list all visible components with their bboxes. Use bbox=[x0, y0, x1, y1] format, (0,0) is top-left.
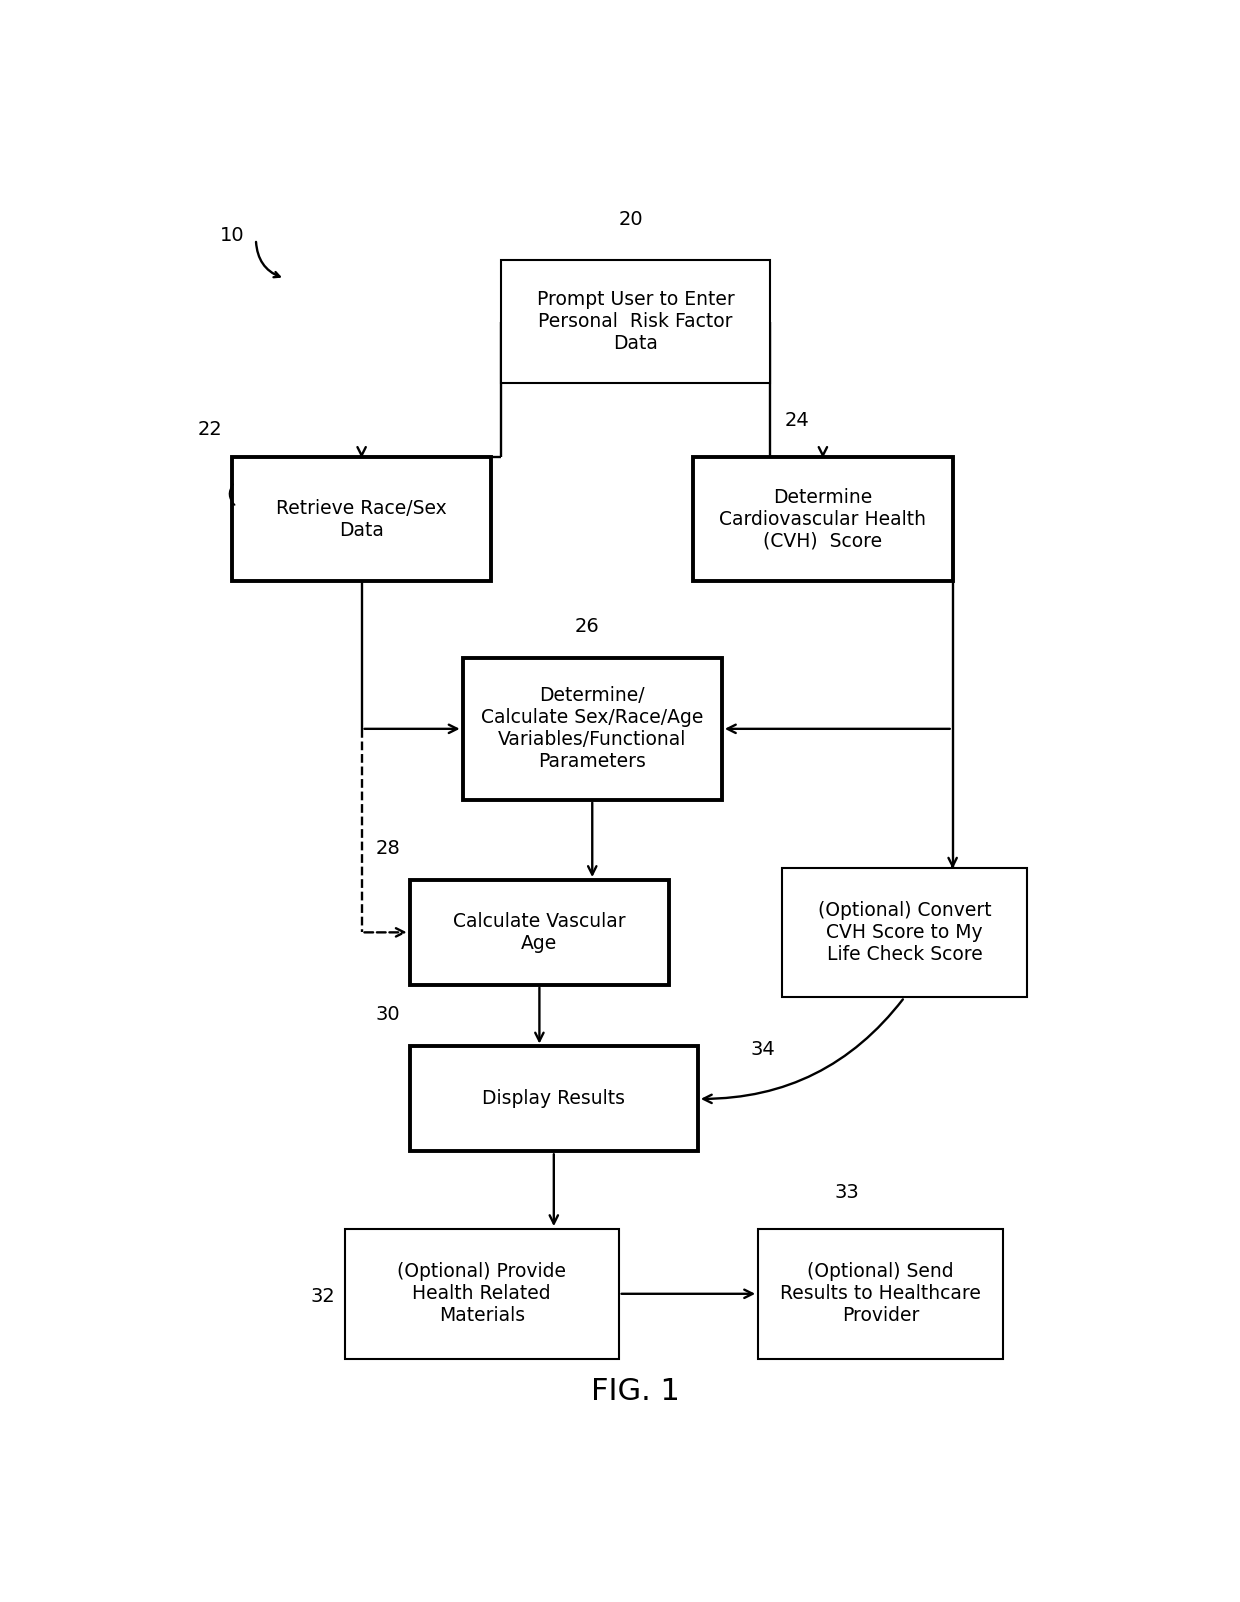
Text: 34: 34 bbox=[751, 1040, 775, 1059]
Text: 28: 28 bbox=[376, 839, 401, 857]
Text: 20: 20 bbox=[619, 210, 644, 229]
Text: 10: 10 bbox=[221, 226, 246, 245]
FancyBboxPatch shape bbox=[232, 458, 491, 582]
Text: 26: 26 bbox=[575, 617, 600, 636]
FancyBboxPatch shape bbox=[409, 879, 670, 985]
Text: Prompt User to Enter
Personal  Risk Factor
Data: Prompt User to Enter Personal Risk Facto… bbox=[537, 290, 734, 354]
Text: 30: 30 bbox=[376, 1006, 401, 1024]
Text: (Optional) Provide
Health Related
Materials: (Optional) Provide Health Related Materi… bbox=[397, 1262, 567, 1325]
FancyBboxPatch shape bbox=[693, 458, 952, 582]
Text: Calculate Vascular
Age: Calculate Vascular Age bbox=[453, 912, 626, 953]
Text: FIG. 1: FIG. 1 bbox=[591, 1376, 680, 1405]
Text: 24: 24 bbox=[785, 412, 810, 431]
FancyBboxPatch shape bbox=[463, 658, 722, 799]
Text: 22: 22 bbox=[197, 420, 222, 439]
Text: Determine/
Calculate Sex/Race/Age
Variables/Functional
Parameters: Determine/ Calculate Sex/Race/Age Variab… bbox=[481, 686, 703, 771]
FancyBboxPatch shape bbox=[501, 260, 770, 383]
FancyBboxPatch shape bbox=[345, 1229, 619, 1358]
Text: Determine
Cardiovascular Health
(CVH)  Score: Determine Cardiovascular Health (CVH) Sc… bbox=[719, 487, 926, 551]
Text: (Optional) Convert
CVH Score to My
Life Check Score: (Optional) Convert CVH Score to My Life … bbox=[817, 900, 992, 964]
Text: Display Results: Display Results bbox=[482, 1089, 625, 1109]
FancyBboxPatch shape bbox=[758, 1229, 1003, 1358]
Text: (Optional) Send
Results to Healthcare
Provider: (Optional) Send Results to Healthcare Pr… bbox=[780, 1262, 981, 1325]
FancyBboxPatch shape bbox=[409, 1046, 698, 1152]
FancyBboxPatch shape bbox=[782, 868, 1027, 996]
Text: 33: 33 bbox=[835, 1182, 859, 1202]
Text: 32: 32 bbox=[310, 1286, 335, 1306]
Text: Retrieve Race/Sex
Data: Retrieve Race/Sex Data bbox=[277, 498, 446, 540]
